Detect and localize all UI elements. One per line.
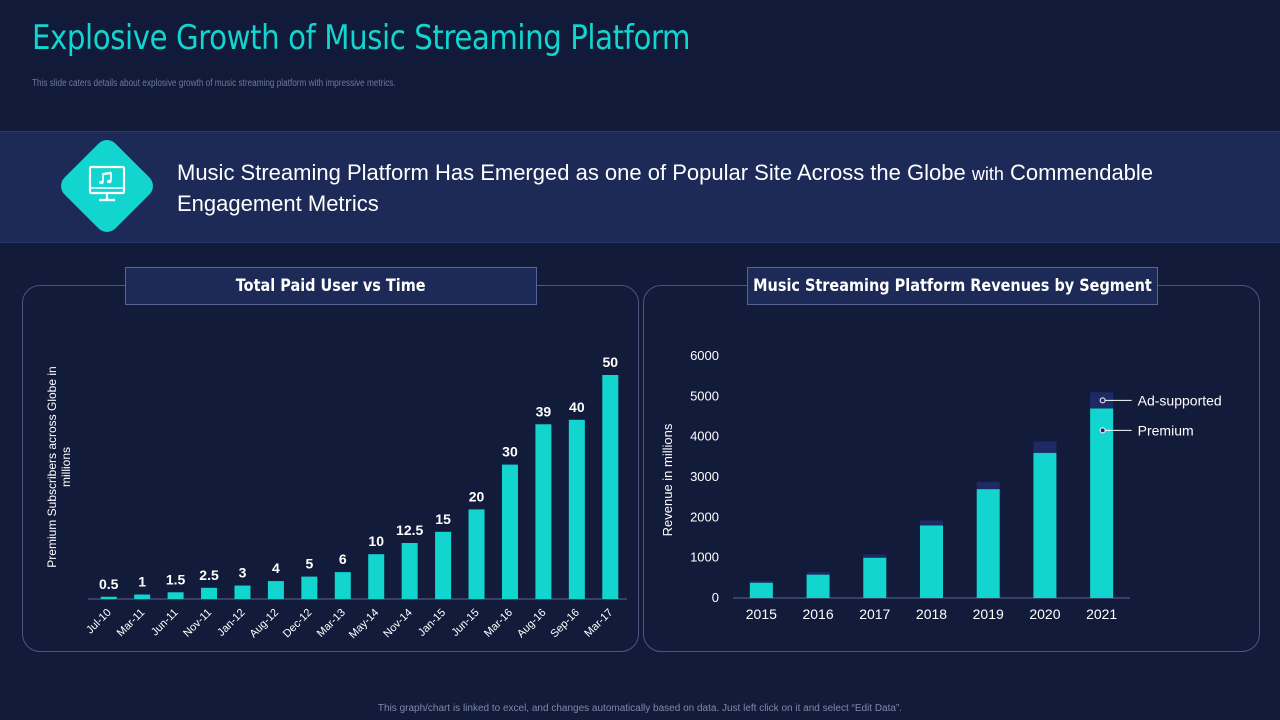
y-axis-label: Revenue in millions bbox=[660, 423, 675, 536]
bar-premium-2019 bbox=[976, 489, 1000, 598]
bar-Jun-11 bbox=[167, 592, 184, 599]
bar-Mar-17 bbox=[602, 375, 619, 599]
y-tick-1000: 1000 bbox=[690, 550, 719, 565]
x-tick-2019: 2019 bbox=[973, 606, 1004, 622]
bar-ad-supported-2020 bbox=[1033, 441, 1057, 453]
x-tick-2017: 2017 bbox=[859, 606, 890, 622]
data-label-Aug-12: 4 bbox=[272, 560, 280, 576]
data-label-May-14: 10 bbox=[368, 533, 384, 549]
page-title: Explosive Growth of Music Streaming Plat… bbox=[32, 18, 691, 58]
bar-Jun-15 bbox=[468, 509, 485, 599]
y-tick-3000: 3000 bbox=[690, 469, 719, 484]
data-label-Nov-14: 12.5 bbox=[396, 522, 423, 538]
left-chart-title: Total Paid User vs Time bbox=[125, 267, 537, 305]
bar-Jan-12 bbox=[234, 585, 251, 599]
bar-Aug-12 bbox=[267, 581, 284, 599]
legend-ad-supported: Ad-supported bbox=[1138, 392, 1222, 408]
right-chart-title: Music Streaming Platform Revenues by Seg… bbox=[747, 267, 1158, 305]
bar-premium-2020 bbox=[1033, 452, 1057, 598]
bar-premium-2017 bbox=[863, 557, 887, 598]
bar-ad-supported-2018 bbox=[920, 520, 943, 526]
legend-marker-premium bbox=[1099, 427, 1106, 434]
bar-Mar-11 bbox=[134, 594, 151, 599]
page-subtitle: This slide caters details about explosiv… bbox=[32, 78, 396, 89]
data-label-Jul-10: 0.5 bbox=[99, 576, 119, 592]
data-label-Mar-11: 1 bbox=[138, 574, 146, 590]
header: Explosive Growth of Music Streaming Plat… bbox=[0, 0, 1280, 130]
legend-marker-ad-supported bbox=[1099, 397, 1106, 404]
bar-ad-supported-2015 bbox=[749, 581, 773, 583]
y-tick-5000: 5000 bbox=[690, 388, 719, 403]
bar-Jan-15 bbox=[435, 531, 452, 599]
x-tick-2018: 2018 bbox=[916, 606, 947, 622]
bar-ad-supported-2017 bbox=[863, 554, 887, 558]
y-tick-0: 0 bbox=[712, 590, 719, 605]
bar-premium-2021 bbox=[1090, 408, 1114, 598]
bar-Mar-13 bbox=[334, 572, 351, 599]
bar-May-14 bbox=[368, 554, 385, 599]
music-monitor-icon bbox=[88, 165, 126, 202]
data-label-Mar-13: 6 bbox=[339, 551, 347, 567]
x-tick-2015: 2015 bbox=[746, 606, 777, 622]
data-label-Dec-12: 5 bbox=[305, 556, 313, 572]
bar-premium-2015 bbox=[749, 582, 773, 598]
legend-premium: Premium bbox=[1138, 422, 1194, 438]
data-label-Jun-15: 20 bbox=[469, 488, 485, 504]
y-tick-2000: 2000 bbox=[690, 509, 719, 524]
bar-Mar-16 bbox=[501, 464, 518, 599]
data-label-Jun-11: 1.5 bbox=[166, 571, 186, 587]
x-tick-2021: 2021 bbox=[1086, 606, 1117, 622]
data-label-Mar-17: 50 bbox=[602, 354, 618, 370]
bar-ad-supported-2016 bbox=[806, 572, 830, 575]
data-label-Mar-16: 30 bbox=[502, 444, 518, 460]
y-tick-6000: 6000 bbox=[690, 348, 719, 363]
bar-Jul-10 bbox=[100, 596, 117, 599]
banner-text: Music Streaming Platform Has Emerged as … bbox=[177, 160, 1154, 216]
bar-ad-supported-2019 bbox=[976, 481, 1000, 490]
bar-premium-2018 bbox=[920, 525, 943, 598]
bar-Nov-14 bbox=[401, 543, 418, 599]
bar-Dec-12 bbox=[301, 576, 318, 599]
data-label-Aug-16: 39 bbox=[536, 403, 552, 419]
data-label-Nov-11: 2.5 bbox=[199, 567, 219, 583]
footer-note: This graph/chart is linked to excel, and… bbox=[377, 703, 903, 714]
highlight-banner bbox=[0, 131, 1280, 243]
y-tick-4000: 4000 bbox=[690, 429, 719, 444]
data-label-Sep-16: 40 bbox=[569, 399, 585, 415]
data-label-Jan-12: 3 bbox=[239, 565, 247, 581]
x-tick-2020: 2020 bbox=[1029, 606, 1060, 622]
y-axis-label: Premium Subscribers across Globe inmilli… bbox=[45, 366, 73, 567]
bar-Aug-16 bbox=[535, 424, 552, 599]
bar-Sep-16 bbox=[568, 419, 585, 599]
x-tick-2016: 2016 bbox=[802, 606, 833, 622]
bar-Nov-11 bbox=[201, 587, 218, 599]
bar-premium-2016 bbox=[806, 574, 830, 598]
data-label-Jan-15: 15 bbox=[435, 511, 451, 527]
